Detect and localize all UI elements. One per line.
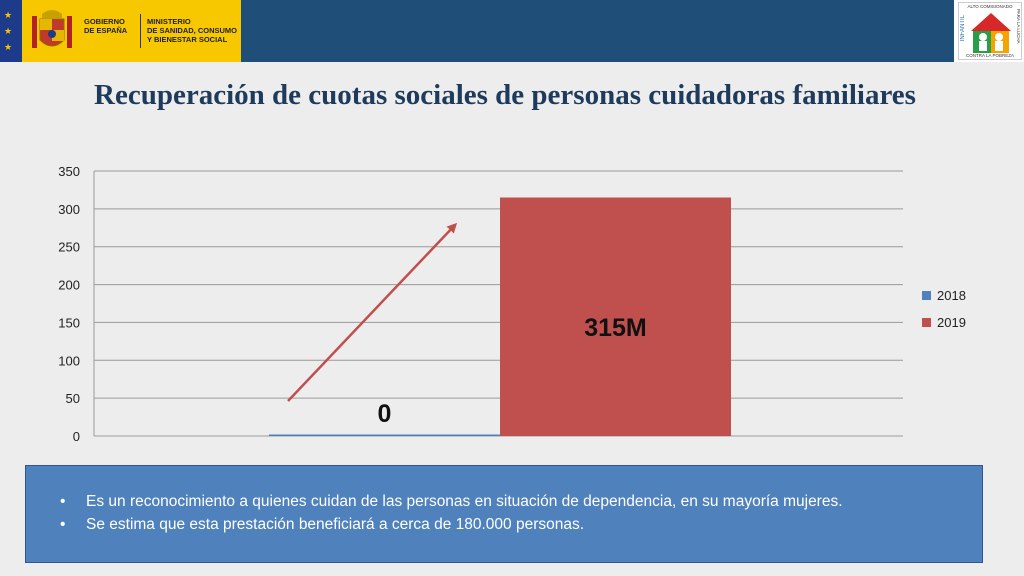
chart-legend: 2018 2019 bbox=[922, 282, 966, 336]
coat-of-arms-icon bbox=[32, 10, 72, 48]
notes-panel: • Es un reconocimiento a quienes cuidan d… bbox=[25, 465, 983, 563]
legend-swatch bbox=[922, 291, 931, 300]
eu-star-icon: ★ bbox=[4, 27, 13, 37]
slide-title: Recuperación de cuotas sociales de perso… bbox=[94, 79, 916, 111]
legend-swatch bbox=[922, 318, 931, 327]
bullet-icon: • bbox=[60, 493, 66, 510]
ministry-name: MINISTERIO DE SANIDAD, CONSUMO Y BIENEST… bbox=[147, 17, 238, 44]
child-poverty-logo: ALTO COMISIONADO INFANTIL PARA LA LUCHA … bbox=[958, 2, 1022, 60]
y-tick-label: 350 bbox=[58, 164, 80, 179]
note-bullet: • Se estima que esta prestación beneficia… bbox=[60, 513, 982, 536]
y-tick-label: 250 bbox=[58, 240, 80, 255]
eu-star-icon: ★ bbox=[4, 43, 13, 53]
bar-2018 bbox=[269, 434, 500, 436]
note-bullet: • Es un reconocimiento a quienes cuidan d… bbox=[60, 490, 982, 513]
bar-chart: 0 50 100 150 200 250 300 350 0 315M bbox=[58, 164, 903, 444]
government-logo-block: ★ ★ ★ GOBIERNO DE ESPAÑA MINISTERIO DE S… bbox=[0, 0, 241, 62]
children-house-icon bbox=[971, 13, 1011, 53]
bar-2019 bbox=[500, 197, 731, 436]
government-name: GOBIERNO DE ESPAÑA bbox=[84, 17, 128, 35]
y-tick-label: 150 bbox=[58, 315, 80, 330]
y-tick-label: 200 bbox=[58, 278, 80, 293]
y-tick-label: 300 bbox=[58, 202, 80, 217]
trend-arrow bbox=[287, 222, 458, 402]
header-bar: ★ ★ ★ GOBIERNO DE ESPAÑA MINISTERIO DE S… bbox=[0, 0, 1024, 62]
data-label-2019: 315M bbox=[584, 314, 647, 342]
eu-flag-strip: ★ ★ ★ bbox=[0, 0, 22, 62]
note-text: Se estima que esta prestación beneficiar… bbox=[86, 516, 585, 533]
legend-label: 2018 bbox=[937, 288, 966, 303]
bullet-icon: • bbox=[60, 516, 66, 533]
y-tick-label: 50 bbox=[66, 391, 80, 406]
logo-divider bbox=[140, 14, 141, 48]
header-blue-band bbox=[241, 0, 954, 62]
legend-item-2019: 2019 bbox=[922, 309, 966, 336]
data-label-2018: 0 bbox=[378, 400, 392, 428]
y-tick-label: 0 bbox=[73, 429, 80, 444]
eu-star-icon: ★ bbox=[4, 11, 13, 21]
legend-item-2018: 2018 bbox=[922, 282, 966, 309]
legend-label: 2019 bbox=[937, 315, 966, 330]
note-text: Es un reconocimiento a quienes cuidan de… bbox=[86, 493, 843, 510]
y-tick-label: 100 bbox=[58, 353, 80, 368]
